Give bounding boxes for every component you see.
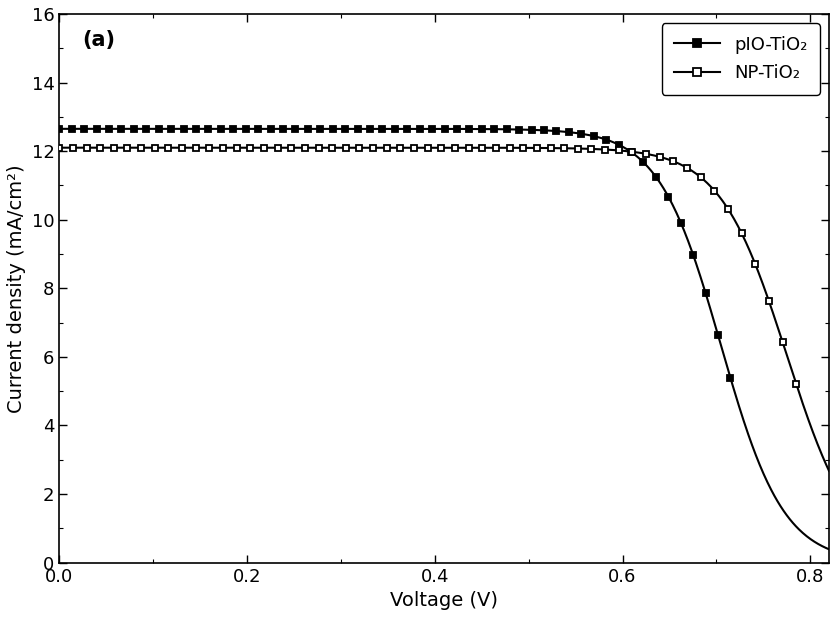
X-axis label: Voltage (V): Voltage (V): [390, 591, 498, 610]
Legend: pIO-TiO₂, NP-TiO₂: pIO-TiO₂, NP-TiO₂: [662, 23, 820, 95]
Y-axis label: Current density (mA/cm²): Current density (mA/cm²): [7, 164, 26, 413]
Text: (a): (a): [82, 30, 115, 51]
